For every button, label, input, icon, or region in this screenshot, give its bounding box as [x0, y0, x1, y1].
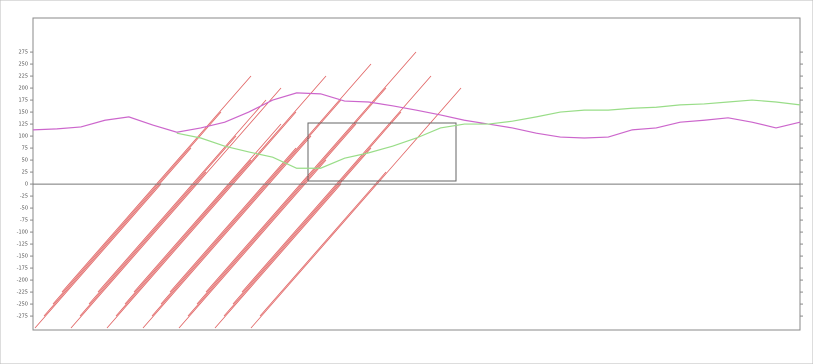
y-tick-label: 0 [25, 182, 28, 188]
hatch-line [79, 171, 207, 317]
y-tick-label: -225 [17, 290, 28, 296]
y-tick-label: 100 [18, 134, 28, 140]
y-tick-label: -150 [17, 254, 28, 260]
hatch-line [196, 87, 387, 305]
hatch-line [214, 183, 342, 329]
y-tick-label: 225 [18, 74, 28, 80]
y-tick-label: -125 [17, 242, 28, 248]
y-tick-label: 275 [18, 50, 28, 56]
hatch-line [223, 147, 372, 317]
hatch-line [178, 159, 327, 329]
hatch-line [52, 111, 222, 305]
y-tick-label: 75 [22, 146, 28, 152]
y-tick-label: -200 [17, 278, 28, 284]
plot-frame [32, 17, 801, 331]
y-tick-label: -75 [20, 218, 28, 224]
y-tick-label: 250 [18, 62, 28, 68]
hatch-line [106, 111, 297, 329]
y-tick-label: 175 [18, 98, 28, 104]
hatch-line [187, 123, 357, 317]
hatch-line [232, 111, 402, 305]
y-tick-label: -275 [17, 314, 28, 320]
y-tick-label: -25 [20, 194, 28, 200]
hatch-line [34, 183, 162, 329]
y-tick-label: 125 [18, 122, 28, 128]
hatch-line [43, 147, 192, 317]
hatch-line [259, 171, 387, 317]
y-tick-label: -175 [17, 266, 28, 272]
hatch-line [97, 99, 267, 293]
y-tick-label: -100 [17, 230, 28, 236]
hatch-line [115, 75, 327, 317]
y-tick-label: 50 [22, 158, 28, 164]
hatch-line [205, 51, 417, 293]
hatch-line [88, 135, 237, 305]
y-tick-label: 150 [18, 110, 28, 116]
y-tick-label: -50 [20, 206, 28, 212]
hatch-line [70, 87, 282, 329]
hatch-line [169, 147, 297, 293]
selection-box [307, 122, 457, 182]
series-line [32, 92, 801, 139]
series-line [176, 99, 801, 169]
y-tick-label: 200 [18, 86, 28, 92]
y-tick-label: -250 [17, 302, 28, 308]
hatch-line [142, 135, 312, 329]
hatch-line [133, 123, 282, 293]
hatch-line [250, 87, 462, 329]
hatch-line [151, 99, 342, 317]
y-tick-label: 25 [22, 170, 28, 176]
